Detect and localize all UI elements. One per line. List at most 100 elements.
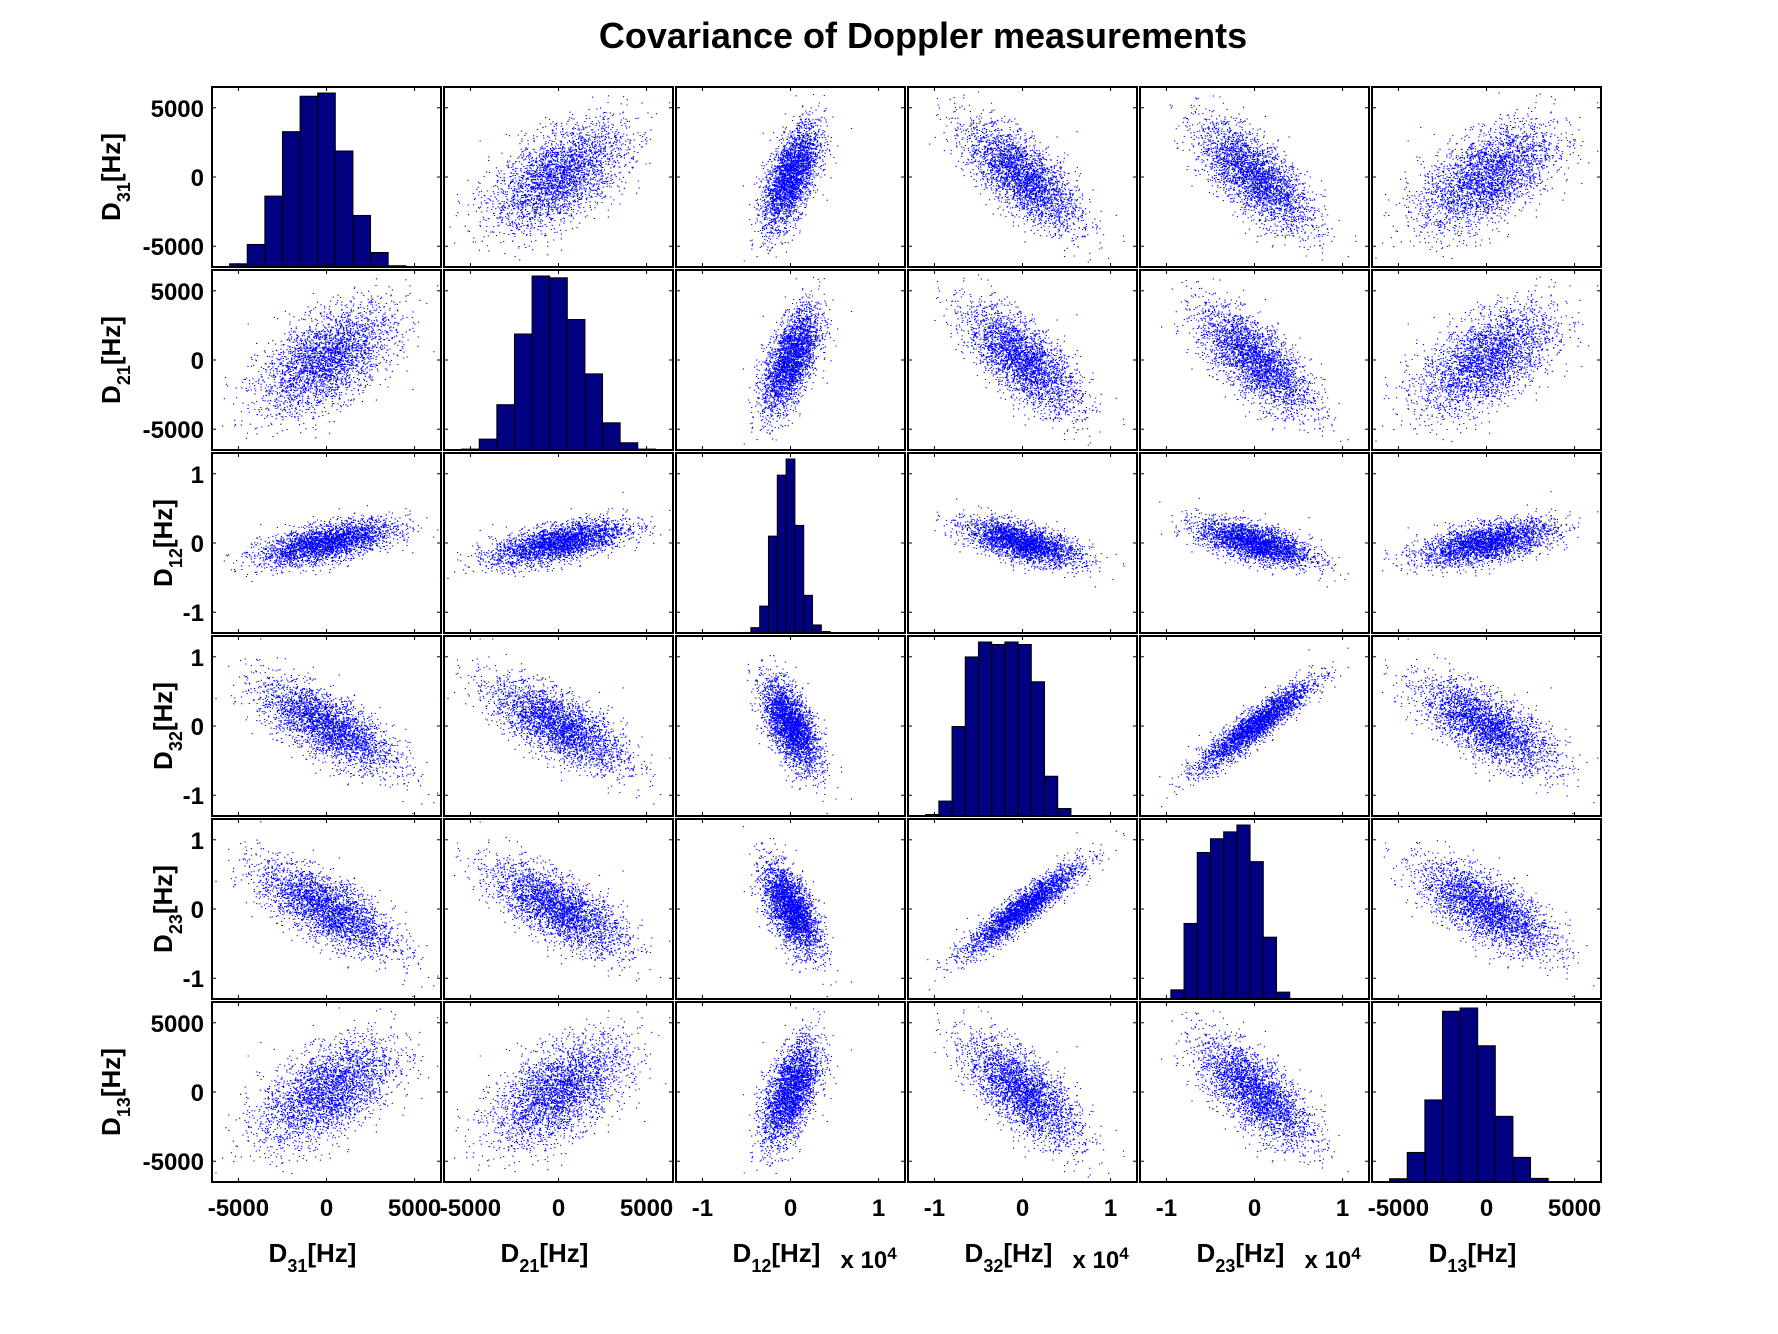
y-tick-label: -5000 — [143, 1149, 204, 1176]
histogram-bar — [1004, 641, 1019, 817]
y-tick-label: 0 — [191, 165, 204, 192]
scatter-points — [1159, 647, 1349, 808]
y-axis-label: D12[Hz] — [148, 499, 186, 587]
scatter-points — [1382, 638, 1599, 815]
x-axis-label: D21[Hz] — [501, 1238, 589, 1276]
x-tick-label: -5000 — [1368, 1195, 1429, 1222]
panel-r6-c2 — [443, 1001, 674, 1183]
panel-r4-c5 — [1139, 635, 1370, 817]
y-axis-label: D23[Hz] — [148, 865, 186, 953]
histogram-bar — [1459, 1007, 1479, 1183]
histogram-bar — [991, 643, 1006, 817]
x-tick-label: 5000 — [1548, 1195, 1601, 1222]
scatter-points — [1161, 278, 1349, 442]
y-tick-label: 1 — [191, 828, 204, 855]
panel-r3-c5 — [1139, 452, 1370, 634]
y-tick-label: 0 — [191, 1080, 204, 1107]
panel-r5-c2 — [443, 818, 674, 1000]
histogram-bar — [938, 800, 953, 817]
histogram-bar — [759, 605, 769, 634]
histogram — [925, 641, 1072, 817]
panel-r2-c4 — [907, 269, 1138, 451]
y-tick-label: 0 — [191, 897, 204, 924]
panel-r2-c6 — [1371, 269, 1602, 451]
panel-background — [212, 270, 441, 450]
panel-r1-c5 — [1139, 86, 1370, 268]
histogram — [1170, 824, 1291, 1000]
histogram-bar — [1424, 1099, 1443, 1183]
panel-background — [444, 87, 673, 267]
x-tick-label: -1 — [692, 1195, 713, 1222]
panel-r6-c6 — [1371, 1001, 1602, 1183]
histogram-bar — [531, 275, 551, 451]
histogram — [461, 275, 656, 451]
y-tick-label: 0 — [191, 348, 204, 375]
scatter-points — [449, 95, 671, 261]
histogram — [741, 458, 831, 634]
scatter-points — [222, 278, 439, 439]
panel-r1-c1 — [211, 86, 442, 268]
panel-r4-c2 — [443, 635, 674, 817]
histogram-bar — [803, 594, 814, 634]
histogram-bar — [964, 656, 979, 817]
panel-r5-c1 — [211, 818, 442, 1000]
scatter-points — [747, 655, 853, 815]
histogram-bar — [1057, 808, 1072, 817]
histogram — [211, 92, 407, 268]
histogram-bar — [794, 524, 805, 634]
histogram-bar — [1236, 824, 1251, 1000]
panel-background — [444, 1002, 673, 1182]
scatter-points — [454, 821, 671, 982]
scatter-points — [742, 93, 853, 262]
scatter-points — [1383, 840, 1595, 998]
histogram-bar — [812, 624, 822, 634]
panel-r2-c2 — [443, 269, 674, 451]
x-axis-label: D31[Hz] — [269, 1238, 357, 1276]
panel-r2-c5 — [1139, 269, 1370, 451]
panel-r3-c2 — [443, 452, 674, 634]
histogram-bar — [334, 150, 354, 268]
x-tick-label: 1 — [1336, 1195, 1349, 1222]
histogram-bar — [767, 535, 778, 634]
y-tick-label: -5000 — [143, 417, 204, 444]
panel-r6-c1 — [211, 1001, 442, 1183]
axis-labels: -500005000D31[Hz]-500005000D21[Hz]-101D1… — [96, 96, 1601, 1276]
histogram-bar — [1406, 1151, 1426, 1183]
scatter-points — [1375, 92, 1599, 259]
histogram-bar — [1183, 922, 1198, 1000]
x-tick-label: -5000 — [440, 1195, 501, 1222]
y-tick-label: 0 — [191, 714, 204, 741]
panel-r2-c3 — [675, 269, 906, 451]
panel-r2-c1 — [211, 269, 442, 451]
panel-r5-c4 — [907, 818, 1138, 1000]
panel-r4-c1 — [211, 635, 442, 817]
histogram-bar — [1249, 861, 1264, 1000]
y-axis-label: D32[Hz] — [148, 682, 186, 770]
histogram-bar — [1441, 1010, 1461, 1183]
histogram-bar — [1017, 643, 1032, 817]
x-tick-label: 0 — [1016, 1195, 1029, 1222]
scatter-points — [927, 830, 1125, 991]
y-tick-label: -5000 — [143, 234, 204, 261]
y-tick-label: 1 — [191, 462, 204, 489]
histogram-bar — [977, 641, 993, 817]
histogram-bar — [1494, 1115, 1514, 1183]
x-tick-label: 0 — [784, 1195, 797, 1222]
x-axis-multiplier: x 104 — [1305, 1244, 1362, 1275]
x-axis-label: D32[Hz] — [965, 1238, 1053, 1276]
histogram-bar — [785, 458, 796, 634]
scatter-points — [1161, 1010, 1349, 1173]
panel-r1-c2 — [443, 86, 674, 268]
x-axis-multiplier: x 104 — [841, 1244, 898, 1275]
histogram-bar — [281, 131, 301, 268]
histogram-bar — [1262, 936, 1278, 1000]
scatter-points — [934, 1006, 1125, 1178]
panel-r5-c5 — [1139, 818, 1370, 1000]
panel-r3-c6 — [1371, 452, 1602, 634]
scatter-points — [215, 1007, 439, 1174]
x-axis-label: D13[Hz] — [1429, 1238, 1517, 1276]
x-axis-multiplier: x 104 — [1073, 1244, 1130, 1275]
histogram-bar — [1209, 838, 1225, 1000]
panel-r6-c5 — [1139, 1001, 1370, 1183]
histogram-bar — [246, 243, 266, 268]
